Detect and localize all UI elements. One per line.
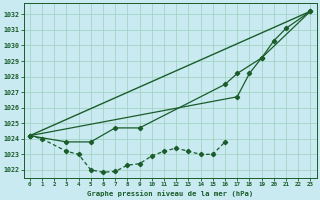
- X-axis label: Graphe pression niveau de la mer (hPa): Graphe pression niveau de la mer (hPa): [87, 190, 253, 197]
